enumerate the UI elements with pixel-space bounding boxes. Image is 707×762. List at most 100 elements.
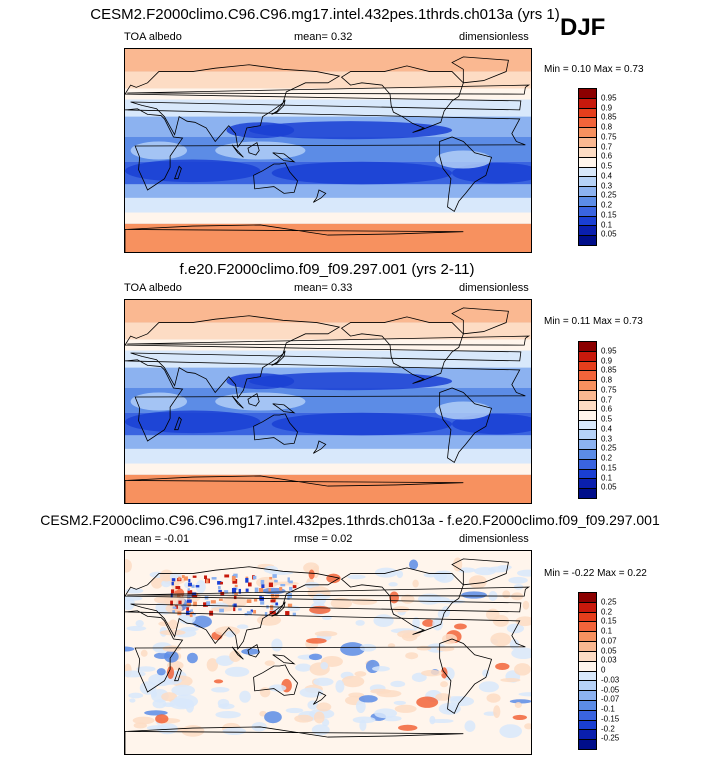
colorbar-swatch — [579, 489, 596, 498]
colorbar-tick-label: 0.8 — [601, 375, 613, 385]
colorbar-swatch — [579, 108, 596, 119]
panel-2-title: f.e20.F2000climo.f09_f09.297.001 (yrs 2-… — [179, 261, 475, 278]
colorbar-swatch — [579, 167, 596, 178]
colorbar-swatch — [579, 361, 596, 372]
colorbar-swatch — [579, 440, 596, 450]
panel-3-minmax: Min = -0.22 Max = 0.22 — [544, 568, 647, 579]
colorbar-swatch — [579, 391, 596, 401]
colorbar-tick-label: 0.5 — [601, 414, 613, 424]
map-field — [125, 300, 531, 503]
colorbar-swatch — [579, 622, 596, 633]
colorbar-swatch — [579, 612, 596, 623]
colorbar-tick-label: 0.07 — [601, 636, 617, 646]
colorbar-tick-label: 0.1 — [601, 220, 613, 229]
colorbar-swatch — [579, 138, 596, 148]
colorbar-swatch — [579, 196, 596, 207]
colorbar-tick-label: 0.85 — [601, 112, 617, 122]
colorbar-tick-label: 0.7 — [601, 142, 613, 151]
colorbar-swatch — [579, 226, 596, 237]
panel-2-units-label: dimensionless — [459, 282, 529, 294]
colorbar-swatch — [579, 147, 596, 158]
panel-3-colorbar — [578, 592, 597, 750]
colorbar-swatch — [579, 118, 596, 129]
colorbar-tick-label: 0.2 — [601, 200, 613, 210]
colorbar-swatch — [579, 400, 596, 411]
colorbar-swatch — [579, 89, 596, 99]
colorbar-swatch — [579, 187, 596, 197]
colorbar-tick-label: 0 — [601, 665, 606, 675]
map-field — [125, 551, 531, 754]
colorbar-swatch — [579, 206, 596, 217]
colorbar-swatch — [579, 469, 596, 480]
colorbar-tick-label: -0.03 — [601, 675, 620, 685]
panel-1-units-label: dimensionless — [459, 31, 529, 43]
colorbar-tick-label: 0.25 — [601, 190, 617, 200]
colorbar-tick-label: 0.25 — [601, 597, 617, 607]
colorbar-tick-label: 0.9 — [601, 103, 613, 112]
colorbar-swatch — [579, 430, 596, 441]
panel-1-variable-label: TOA albedo — [124, 31, 182, 43]
colorbar-swatch — [579, 342, 596, 352]
colorbar-tick-label: 0.9 — [601, 356, 613, 365]
colorbar-swatch — [579, 236, 596, 245]
colorbar-tick-label: 0.3 — [601, 181, 613, 190]
colorbar-swatch — [579, 449, 596, 460]
colorbar-swatch — [579, 593, 596, 603]
colorbar-tick-label: -0.1 — [601, 704, 615, 714]
colorbar-swatch — [579, 642, 596, 652]
panel-3-map — [124, 550, 532, 755]
colorbar-swatch — [579, 700, 596, 711]
colorbar-tick-label: 0.4 — [601, 171, 613, 181]
panel-1-minmax: Min = 0.10 Max = 0.73 — [544, 64, 644, 75]
colorbar-tick-label: -0.05 — [601, 685, 620, 694]
colorbar-tick-label: 0.15 — [601, 210, 617, 220]
colorbar-tick-label: -0.25 — [601, 733, 620, 743]
colorbar-swatch — [579, 671, 596, 682]
panel-2-variable-label: TOA albedo — [124, 282, 182, 294]
panel-3-mean-label: mean = -0.01 — [124, 533, 190, 545]
colorbar-tick-label: 0.95 — [601, 346, 617, 356]
panel-1-title: CESM2.F2000climo.C96.C96.mg17.intel.432p… — [90, 6, 560, 23]
colorbar-tick-label: 0.75 — [601, 385, 617, 395]
colorbar-tick-label: 0.05 — [601, 482, 617, 492]
colorbar-swatch — [579, 98, 596, 109]
colorbar-swatch — [579, 691, 596, 701]
colorbar-swatch — [579, 651, 596, 662]
season-label: DJF — [560, 14, 606, 41]
colorbar-tick-label: -0.2 — [601, 724, 615, 733]
colorbar-swatch — [579, 730, 596, 741]
panel-2-colorbar-labels: 0.95 0.9 0.85 0.8 0.75 0.7 0.6 0.5 0.4 0.3 0.25 0.2… — [601, 341, 641, 497]
colorbar-swatch — [579, 710, 596, 721]
panel-1-colorbar — [578, 88, 597, 246]
colorbar-swatch — [579, 216, 596, 227]
colorbar-swatch — [579, 177, 596, 188]
panel-2-mean-label: mean= 0.33 — [294, 282, 353, 294]
colorbar-tick-label: -0.07 — [601, 694, 620, 704]
colorbar-tick-label: 0.1 — [601, 626, 613, 636]
colorbar-tick-label: 0.6 — [601, 404, 613, 414]
panel-1-colorbar-labels: 0.95 0.9 0.85 0.8 0.75 0.7 0.6 0.5 0.4 0.3 0.25 0.2… — [601, 88, 641, 244]
colorbar-swatch — [579, 128, 596, 139]
panel-1-map — [124, 48, 532, 253]
colorbar-tick-label: 0.5 — [601, 161, 613, 171]
colorbar-tick-label: 0.7 — [601, 395, 613, 404]
panel-2-colorbar — [578, 341, 597, 499]
colorbar-tick-label: 0.2 — [601, 453, 613, 463]
colorbar-swatch — [579, 632, 596, 643]
colorbar-swatch — [579, 459, 596, 470]
colorbar-tick-label: 0.03 — [601, 655, 617, 665]
colorbar-swatch — [579, 479, 596, 490]
panel-3-title: CESM2.F2000climo.C96.C96.mg17.intel.432p… — [40, 512, 660, 528]
colorbar-tick-label: 0.15 — [601, 616, 617, 626]
colorbar-tick-label: 0.8 — [601, 122, 613, 132]
colorbar-tick-label: 0.05 — [601, 646, 617, 655]
colorbar-swatch — [579, 740, 596, 749]
colorbar-tick-label: 0.75 — [601, 132, 617, 142]
colorbar-swatch — [579, 410, 596, 421]
panel-2-minmax: Min = 0.11 Max = 0.73 — [544, 316, 643, 327]
colorbar-swatch — [579, 602, 596, 613]
colorbar-swatch — [579, 351, 596, 362]
colorbar-tick-label: 0.15 — [601, 463, 617, 473]
colorbar-swatch — [579, 371, 596, 382]
colorbar-swatch — [579, 381, 596, 392]
